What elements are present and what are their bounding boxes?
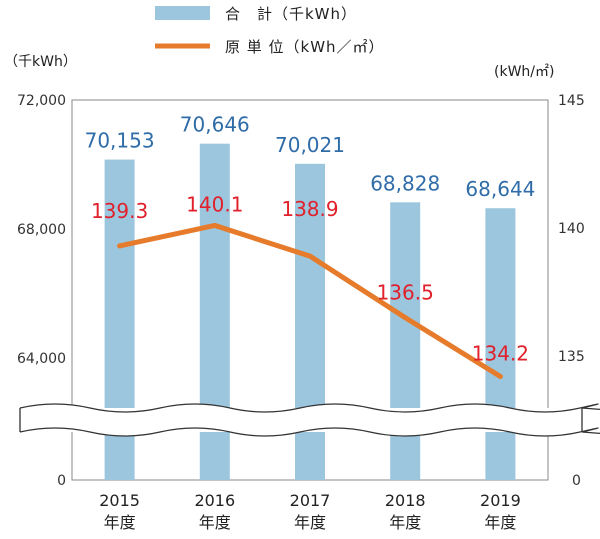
right-axis: 135 140 145 0 bbox=[558, 93, 585, 489]
axis-break-line-top bbox=[19, 403, 600, 413]
line-point bbox=[402, 315, 408, 321]
left-tick-label: 64,000 bbox=[17, 351, 66, 367]
x-axis-categories: 2015 年度 2016 年度 2017 年度 2018 年度 2019 年度 bbox=[99, 491, 521, 532]
bar-value-label: 68,828 bbox=[370, 171, 440, 195]
line-value-label: 139.3 bbox=[91, 199, 148, 223]
category-label: 2016 年度 bbox=[194, 491, 235, 532]
line-value-label: 134.2 bbox=[472, 341, 529, 365]
line-point bbox=[212, 222, 218, 228]
line-point bbox=[117, 243, 123, 249]
axis-break-line-bottom bbox=[19, 427, 600, 437]
line-value-labels: 139.3 140.1 138.9 136.5 134.2 bbox=[91, 192, 529, 365]
right-tick-label: 140 bbox=[558, 221, 585, 237]
category-label: 2015 年度 bbox=[99, 491, 140, 532]
category-label: 2017 年度 bbox=[290, 491, 331, 532]
left-tick-label: 72,000 bbox=[17, 93, 66, 109]
bar-value-labels: 70,153 70,646 70,021 68,828 68,644 bbox=[85, 113, 536, 202]
axis-break-band bbox=[20, 408, 582, 432]
bar-value-label: 70,021 bbox=[275, 133, 345, 157]
left-axis-unit: （千kWh） bbox=[4, 54, 77, 70]
legend-line-label: 原 単 位（kWh／㎡） bbox=[225, 38, 385, 56]
line-point bbox=[497, 373, 503, 379]
bar-value-label: 68,644 bbox=[465, 177, 535, 201]
line-point bbox=[307, 253, 313, 259]
legend-bar-label: 合 計（千kWh） bbox=[225, 5, 357, 23]
legend: 合 計（千kWh） 原 単 位（kWh／㎡） bbox=[155, 5, 385, 56]
bar bbox=[390, 202, 421, 480]
bar-value-label: 70,153 bbox=[85, 129, 155, 153]
line-series bbox=[117, 222, 503, 379]
left-axis: 0 64,000 68,000 72,000 bbox=[17, 93, 66, 489]
legend-bar-swatch bbox=[155, 6, 210, 20]
right-tick-label-zero: 0 bbox=[572, 473, 581, 489]
line-value-label: 136.5 bbox=[377, 281, 434, 305]
bar-value-label: 70,646 bbox=[180, 113, 250, 137]
category-label: 2019 年度 bbox=[480, 491, 521, 532]
axis-break bbox=[19, 403, 600, 437]
bar bbox=[485, 208, 516, 480]
left-tick-label: 68,000 bbox=[17, 222, 66, 238]
line-value-label: 138.9 bbox=[281, 197, 338, 221]
right-axis-unit: (kWh/㎡) bbox=[494, 64, 554, 80]
right-tick-label: 145 bbox=[558, 93, 585, 109]
right-tick-label: 135 bbox=[558, 349, 585, 365]
category-label: 2018 年度 bbox=[385, 491, 426, 532]
line-value-label: 140.1 bbox=[186, 192, 243, 216]
left-tick-label: 0 bbox=[57, 473, 66, 489]
